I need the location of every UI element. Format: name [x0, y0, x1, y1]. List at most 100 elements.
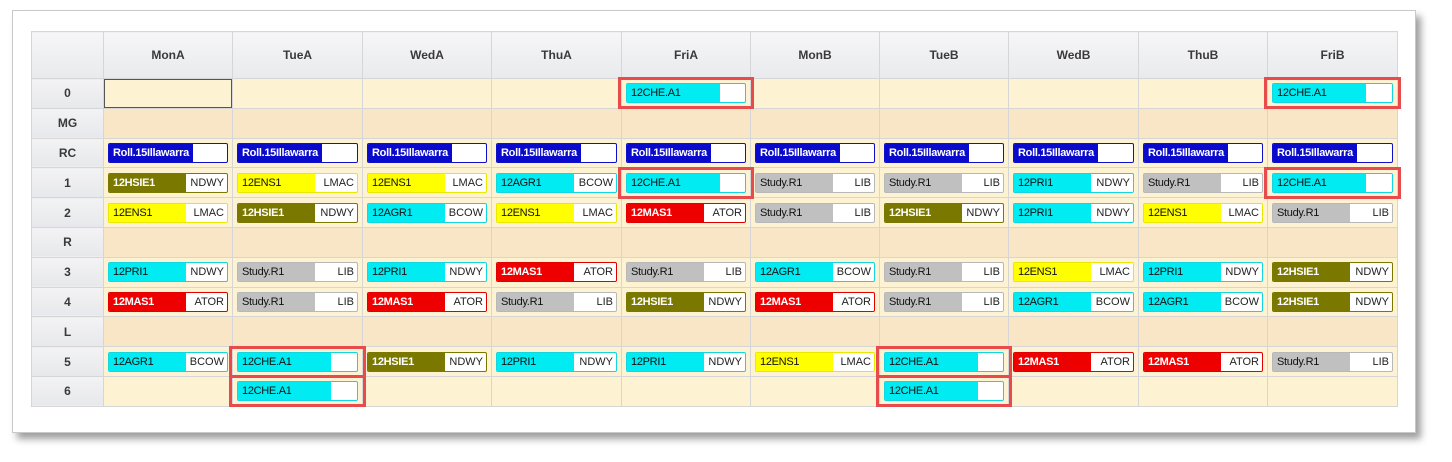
- timetable-cell[interactable]: 12PRI1 NDWY: [491, 346, 622, 377]
- class-block[interactable]: 12CHE.A1: [626, 83, 746, 104]
- class-block[interactable]: 12AGR1 BCOW: [367, 202, 487, 223]
- timetable-cell[interactable]: [750, 375, 880, 407]
- timetable-cell[interactable]: Study.R1 LIB: [1267, 346, 1398, 377]
- timetable-cell[interactable]: 12AGR1 BCOW: [750, 256, 880, 288]
- timetable-cell[interactable]: [1008, 316, 1139, 348]
- timetable-cell[interactable]: [103, 226, 233, 258]
- timetable-cell[interactable]: [362, 316, 492, 348]
- day-header-tueb[interactable]: TueB: [879, 31, 1009, 79]
- class-block[interactable]: 12AGR1 BCOW: [755, 262, 875, 283]
- day-header-mona[interactable]: MonA: [103, 31, 233, 79]
- timetable-cell[interactable]: Roll.15Illawarra: [1138, 137, 1268, 169]
- class-block[interactable]: 12MAS1 ATOR: [1013, 351, 1134, 372]
- class-block[interactable]: Study.R1 LIB: [1272, 351, 1393, 372]
- timetable-cell[interactable]: 12PRI1 NDWY: [362, 256, 492, 288]
- timetable-cell[interactable]: Study.R1 LIB: [621, 256, 751, 288]
- class-block[interactable]: Study.R1 LIB: [237, 291, 358, 312]
- timetable-cell[interactable]: 12MAS1 ATOR: [103, 286, 233, 318]
- timetable-cell[interactable]: [491, 226, 622, 258]
- timetable-cell[interactable]: 12ENS1 LMAC: [491, 197, 622, 228]
- timetable-cell[interactable]: 12PRI1 NDWY: [1138, 256, 1268, 288]
- class-block[interactable]: 12CHE.A1: [237, 351, 358, 372]
- class-block[interactable]: 12HSIE1 NDWY: [367, 351, 487, 372]
- timetable-cell[interactable]: [1008, 107, 1139, 139]
- class-block[interactable]: Roll.15Illawarra: [108, 142, 228, 163]
- timetable-cell[interactable]: 12CHE.A1: [1267, 78, 1398, 109]
- class-block[interactable]: Study.R1 LIB: [1272, 202, 1393, 223]
- timetable-cell[interactable]: [750, 316, 880, 348]
- timetable-cell[interactable]: Roll.15Illawarra: [1008, 137, 1139, 169]
- class-block[interactable]: 12CHE.A1: [626, 172, 746, 193]
- timetable-cell[interactable]: [1267, 316, 1398, 348]
- timetable-cell[interactable]: 12CHE.A1: [232, 346, 363, 377]
- timetable-cell[interactable]: [491, 78, 622, 109]
- timetable-cell[interactable]: [362, 107, 492, 139]
- timetable-cell[interactable]: [879, 107, 1009, 139]
- class-block[interactable]: Roll.15Illawarra: [1013, 142, 1134, 163]
- class-block[interactable]: 12HSIE1 NDWY: [1272, 291, 1393, 312]
- class-block[interactable]: Study.R1 LIB: [884, 172, 1004, 193]
- day-header-thub[interactable]: ThuB: [1138, 31, 1268, 79]
- timetable-cell[interactable]: [362, 78, 492, 109]
- timetable-cell[interactable]: [1138, 107, 1268, 139]
- timetable-cell[interactable]: 12HSIE1 NDWY: [1267, 256, 1398, 288]
- timetable-cell[interactable]: Study.R1 LIB: [1138, 167, 1268, 199]
- timetable-cell[interactable]: Roll.15Illawarra: [232, 137, 363, 169]
- timetable-cell[interactable]: Roll.15Illawarra: [1267, 137, 1398, 169]
- timetable-cell[interactable]: [750, 78, 880, 109]
- timetable-cell[interactable]: [1138, 78, 1268, 109]
- day-header-monb[interactable]: MonB: [750, 31, 880, 79]
- day-header-thua[interactable]: ThuA: [491, 31, 622, 79]
- class-block[interactable]: Study.R1 LIB: [1143, 172, 1263, 193]
- timetable-cell[interactable]: [1267, 107, 1398, 139]
- timetable-cell[interactable]: [1138, 226, 1268, 258]
- timetable-cell[interactable]: [621, 107, 751, 139]
- day-header-frib[interactable]: FriB: [1267, 31, 1398, 79]
- timetable-cell[interactable]: Study.R1 LIB: [232, 256, 363, 288]
- timetable-cell[interactable]: [1138, 316, 1268, 348]
- class-block[interactable]: 12CHE.A1: [237, 381, 358, 402]
- timetable-cell[interactable]: Roll.15Illawarra: [103, 137, 233, 169]
- timetable-cell[interactable]: [621, 226, 751, 258]
- timetable-cell[interactable]: 12ENS1 LMAC: [1138, 197, 1268, 228]
- timetable-cell[interactable]: 12AGR1 BCOW: [1008, 286, 1139, 318]
- timetable-cell[interactable]: 12CHE.A1: [232, 375, 363, 407]
- timetable-cell[interactable]: Study.R1 LIB: [491, 286, 622, 318]
- class-block[interactable]: Roll.15Illawarra: [237, 142, 358, 163]
- class-block[interactable]: Study.R1 LIB: [237, 262, 358, 283]
- timetable-cell[interactable]: 12PRI1 NDWY: [1008, 167, 1139, 199]
- timetable-cell[interactable]: Study.R1 LIB: [879, 256, 1009, 288]
- day-header-weda[interactable]: WedA: [362, 31, 492, 79]
- timetable-cell[interactable]: [621, 375, 751, 407]
- class-block[interactable]: 12AGR1 BCOW: [1143, 291, 1263, 312]
- timetable-cell[interactable]: 12AGR1 BCOW: [103, 346, 233, 377]
- class-block[interactable]: Roll.15Illawarra: [496, 142, 617, 163]
- timetable-cell[interactable]: [1008, 226, 1139, 258]
- timetable-cell[interactable]: Roll.15Illawarra: [491, 137, 622, 169]
- timetable-cell[interactable]: [879, 226, 1009, 258]
- class-block[interactable]: Study.R1 LIB: [755, 202, 875, 223]
- timetable-cell[interactable]: [1008, 78, 1139, 109]
- timetable-cell[interactable]: 12CHE.A1: [621, 167, 751, 199]
- class-block[interactable]: 12MAS1 ATOR: [367, 291, 487, 312]
- timetable-cell[interactable]: [1267, 375, 1398, 407]
- timetable-cell[interactable]: [362, 226, 492, 258]
- timetable-cell[interactable]: 12HSIE1 NDWY: [621, 286, 751, 318]
- timetable-cell[interactable]: 12PRI1 NDWY: [103, 256, 233, 288]
- timetable-cell[interactable]: [103, 316, 233, 348]
- class-block[interactable]: 12PRI1 NDWY: [626, 351, 746, 372]
- timetable-cell[interactable]: 12PRI1 NDWY: [1008, 197, 1139, 228]
- timetable-cell[interactable]: 12CHE.A1: [879, 375, 1009, 407]
- timetable-cell[interactable]: 12CHE.A1: [1267, 167, 1398, 199]
- timetable-cell[interactable]: 12CHE.A1: [621, 78, 751, 109]
- class-block[interactable]: 12HSIE1 NDWY: [108, 172, 228, 193]
- timetable-cell[interactable]: 12HSIE1 NDWY: [232, 197, 363, 228]
- class-block[interactable]: 12PRI1 NDWY: [496, 351, 617, 372]
- class-block[interactable]: 12CHE.A1: [884, 351, 1004, 372]
- timetable-cell[interactable]: [491, 375, 622, 407]
- timetable-cell[interactable]: 12MAS1 ATOR: [1008, 346, 1139, 377]
- class-block[interactable]: 12MAS1 ATOR: [496, 262, 617, 283]
- timetable-cell[interactable]: [103, 78, 233, 109]
- timetable-cell[interactable]: Study.R1 LIB: [232, 286, 363, 318]
- timetable-cell[interactable]: [879, 78, 1009, 109]
